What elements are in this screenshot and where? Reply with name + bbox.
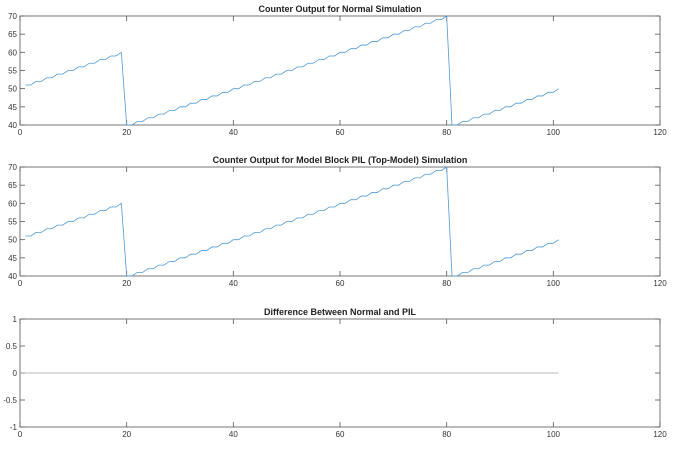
y-tick-label: -0.5 bbox=[3, 396, 17, 405]
subplot-title: Counter Output for Model Block PIL (Top-… bbox=[213, 155, 468, 165]
x-tick-label: 80 bbox=[442, 279, 451, 288]
y-tick-label: 65 bbox=[8, 30, 17, 39]
subplot-1: Counter Output for Normal Simulation 0 20 4… bbox=[8, 4, 667, 137]
x-tick-label: 20 bbox=[122, 279, 131, 288]
x-tick-label: 0 bbox=[18, 430, 23, 439]
x-tick-label: 80 bbox=[442, 430, 451, 439]
y-tick-label: 0.5 bbox=[6, 342, 18, 351]
x-tick-label: 120 bbox=[653, 430, 667, 439]
series-line bbox=[25, 166, 559, 277]
x-tick-label: 40 bbox=[229, 430, 238, 439]
x-tick-label: 40 bbox=[229, 128, 238, 137]
subplot-3: Difference Between Normal and PIL 0 20 40 60… bbox=[3, 307, 667, 439]
y-tick-label: 45 bbox=[8, 103, 17, 112]
y-tick-label: 1 bbox=[13, 315, 18, 324]
y-tick-label: -1 bbox=[10, 423, 18, 432]
y-tick-label: 60 bbox=[8, 48, 17, 57]
x-tick-label: 100 bbox=[547, 128, 561, 137]
x-tick-label: 100 bbox=[547, 279, 561, 288]
x-tick-label: 120 bbox=[653, 128, 667, 137]
y-tick-label: 50 bbox=[8, 85, 17, 94]
y-tick-label: 40 bbox=[8, 272, 17, 281]
x-tick-label: 40 bbox=[229, 279, 238, 288]
x-tick-label: 60 bbox=[336, 128, 345, 137]
y-tick-label: 50 bbox=[8, 236, 17, 245]
axes-box bbox=[19, 15, 661, 126]
y-tick-label: 40 bbox=[8, 121, 17, 130]
axes-box bbox=[19, 166, 661, 277]
y-tick-label: 55 bbox=[8, 67, 17, 76]
y-tick-label: 65 bbox=[8, 181, 17, 190]
y-tick-label: 70 bbox=[8, 163, 17, 172]
x-tick-label: 20 bbox=[122, 430, 131, 439]
x-tick-label: 0 bbox=[18, 128, 23, 137]
x-tick-label: 80 bbox=[442, 128, 451, 137]
y-tick-label: 55 bbox=[8, 218, 17, 227]
x-tick-label: 120 bbox=[653, 279, 667, 288]
y-tick-label: 60 bbox=[8, 199, 17, 208]
y-tick-label: 45 bbox=[8, 254, 17, 263]
subplot-title: Counter Output for Normal Simulation bbox=[259, 4, 422, 14]
x-tick-label: 60 bbox=[336, 430, 345, 439]
y-tick-label: 0 bbox=[13, 369, 18, 378]
x-tick-label: 0 bbox=[18, 279, 23, 288]
y-tick-label: 70 bbox=[8, 12, 17, 21]
x-tick-label: 60 bbox=[336, 279, 345, 288]
subplot-2: Counter Output for Model Block PIL (Top-… bbox=[8, 155, 667, 288]
subplot-title: Difference Between Normal and PIL bbox=[264, 307, 417, 317]
x-tick-label: 100 bbox=[547, 430, 561, 439]
x-tick-label: 20 bbox=[122, 128, 131, 137]
series-line bbox=[25, 15, 559, 126]
